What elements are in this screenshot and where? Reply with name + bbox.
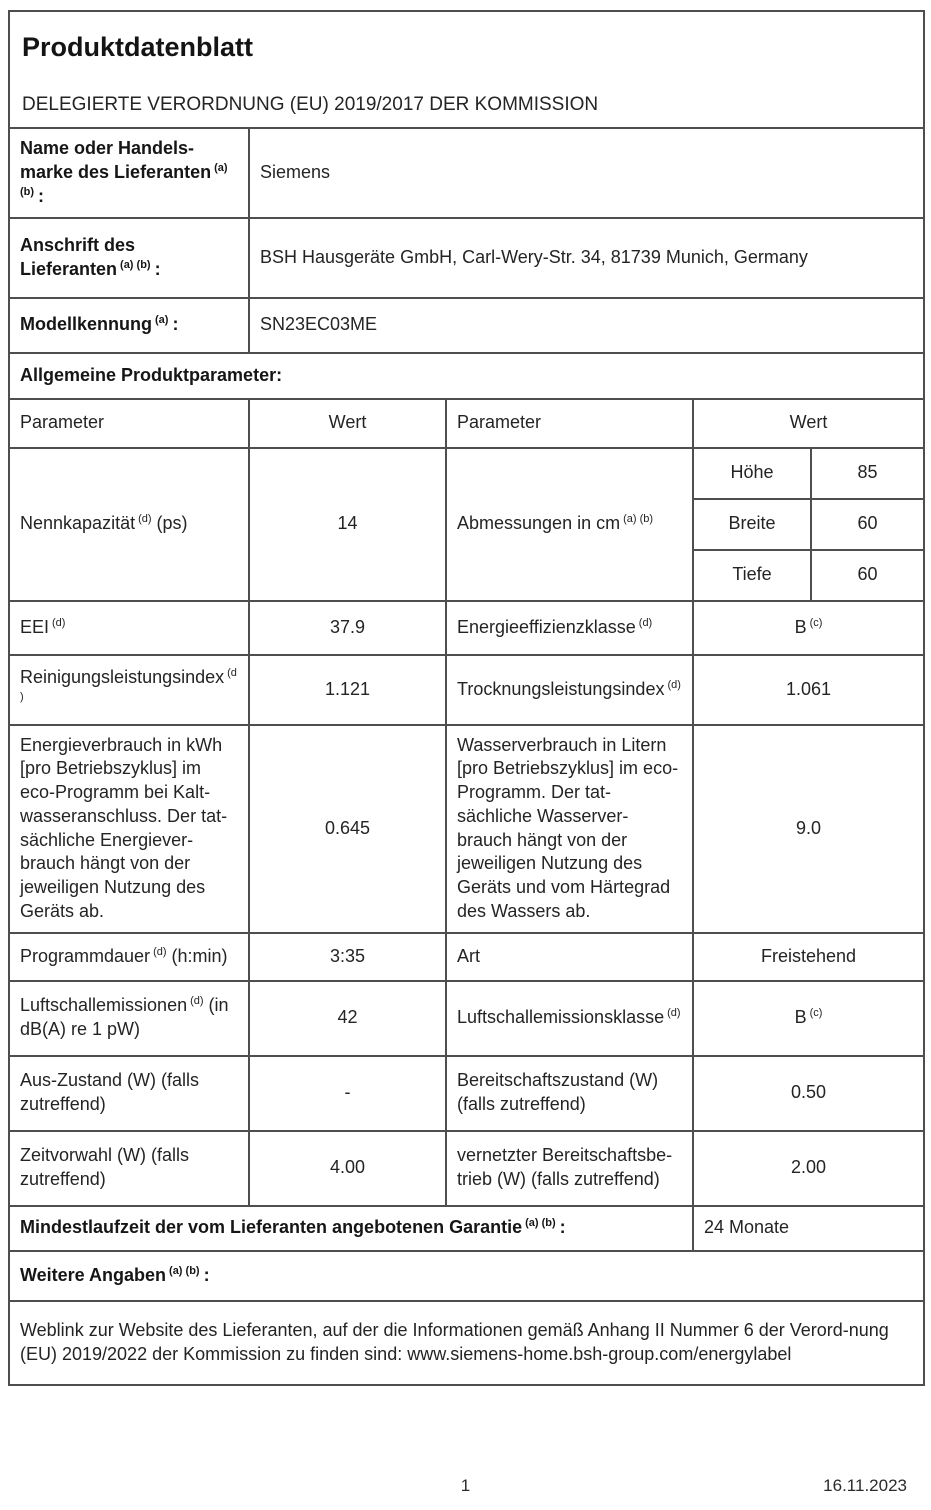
noise-label: Luftschallemissionen (d) (in dB(A) re 1 pW… bbox=[8, 979, 250, 1057]
dimension-value: 60 bbox=[809, 497, 926, 551]
water-consumption-label: Wasserverbrauch in Litern [pro Betriebsz… bbox=[445, 723, 694, 934]
model-id-value: SN23EC03ME bbox=[247, 296, 926, 354]
footnote-ref: (d) bbox=[667, 1007, 681, 1020]
footnote-ref: (c) bbox=[809, 1007, 823, 1020]
footnote-ref: (d) bbox=[190, 995, 204, 1008]
footnote-ref: (d) bbox=[20, 666, 237, 703]
capacity-value: 14 bbox=[248, 446, 447, 602]
dimension-name: Breite bbox=[692, 497, 812, 551]
page-footer: 1 16.11.2023 bbox=[8, 1476, 923, 1496]
page-title: Produktdatenblatt bbox=[22, 32, 254, 62]
energy-class-label: Energieeffizienzklasse (d) bbox=[445, 599, 694, 656]
footnote-ref: (a) (b) bbox=[120, 258, 151, 271]
footnote-ref: (d) bbox=[138, 513, 152, 526]
weblink-text: Weblink zur Website des Lieferanten, auf… bbox=[7, 1299, 926, 1386]
noise-value: 42 bbox=[248, 979, 447, 1057]
eei-label: EEI (d) bbox=[8, 599, 250, 656]
type-label: Art bbox=[445, 931, 694, 982]
dimension-name: Höhe bbox=[692, 446, 812, 500]
program-duration-value: 3:35 bbox=[248, 931, 447, 982]
section-title: Allgemeine Produktparameter: bbox=[7, 351, 926, 400]
program-duration-label: Programmdauer (d) (h:min) bbox=[8, 931, 250, 982]
cleaning-index-value: 1.121 bbox=[248, 653, 447, 726]
footnote-ref: (a) bbox=[155, 314, 169, 327]
footnote-ref: (a) (b) bbox=[169, 1264, 200, 1277]
networked-standby-value: 2.00 bbox=[691, 1129, 926, 1207]
capacity-label: Nennkapazität (d) (ps) bbox=[8, 446, 250, 602]
model-id-label: Modellkennung (a): bbox=[8, 296, 250, 354]
supplier-address-value: BSH Hausgeräte GmbH, Carl-Wery-Str. 34, … bbox=[247, 216, 926, 299]
footnote-ref: (d) bbox=[153, 945, 167, 958]
regulation-subtitle: DELEGIERTE VERORDNUNG (EU) 2019/2017 DER… bbox=[22, 93, 599, 115]
off-mode-value: - bbox=[248, 1054, 447, 1132]
page-number: 1 bbox=[460, 1476, 471, 1495]
drying-index-value: 1.061 bbox=[691, 653, 926, 726]
eei-value: 37.9 bbox=[248, 599, 447, 656]
dimensions-label: Abmessungen in cm (a) (b) bbox=[445, 446, 694, 602]
off-mode-label: Aus-Zustand (W) (falls zutreffend) bbox=[8, 1054, 250, 1132]
footnote-ref: (d) bbox=[638, 616, 653, 629]
energy-class-value: B (c) bbox=[691, 599, 926, 656]
footnote-ref: (a) (b) bbox=[20, 161, 228, 198]
title-block: Produktdatenblatt DELEGIERTE VERORDNUNG … bbox=[7, 10, 926, 129]
networked-standby-label: vernetzter Bereitschaftsbe-trieb (W) (fa… bbox=[445, 1129, 694, 1207]
footnote-ref: (d) bbox=[667, 678, 681, 691]
energy-consumption-label: Energieverbrauch in kWh [pro Betriebszyk… bbox=[8, 723, 250, 934]
warranty-label: Mindestlaufzeit der vom Lieferanten ange… bbox=[8, 1204, 694, 1252]
delay-start-label: Zeitvorwahl (W) (falls zutreffend) bbox=[8, 1129, 250, 1207]
noise-class-label: Luftschallemissionsklasse (d) bbox=[445, 979, 694, 1057]
footnote-ref: (a) (b) bbox=[623, 513, 654, 526]
standby-label: Bereitschaftszustand (W) (falls zutreffe… bbox=[445, 1054, 694, 1132]
product-datasheet: Produktdatenblatt DELEGIERTE VERORDNUNG … bbox=[0, 10, 931, 1510]
dimension-value: 60 bbox=[809, 548, 926, 602]
col-header-parameter-left: Parameter bbox=[8, 397, 250, 449]
delay-start-value: 4.00 bbox=[248, 1129, 447, 1207]
water-consumption-value: 9.0 bbox=[691, 723, 926, 934]
col-header-parameter-right: Parameter bbox=[445, 397, 694, 449]
additional-info-label: Weitere Angaben (a) (b): bbox=[7, 1249, 926, 1302]
type-value: Freistehend bbox=[691, 931, 926, 982]
footnote-ref: (c) bbox=[809, 616, 823, 629]
col-header-wert-right: Wert bbox=[691, 397, 926, 449]
dimension-name: Tiefe bbox=[692, 548, 812, 602]
cleaning-index-label: Reinigungsleistungsindex (d) bbox=[8, 653, 250, 726]
standby-value: 0.50 bbox=[691, 1054, 926, 1132]
supplier-address-label: Anschrift des Lieferanten (a) (b): bbox=[8, 216, 250, 299]
warranty-value: 24 Monate bbox=[691, 1204, 926, 1252]
footnote-ref: (a) (b) bbox=[525, 1217, 556, 1230]
dimension-value: 85 bbox=[809, 446, 926, 500]
footnote-ref: (d) bbox=[52, 616, 66, 629]
col-header-wert-left: Wert bbox=[248, 397, 447, 449]
drying-index-label: Trocknungsleistungsindex (d) bbox=[445, 653, 694, 726]
supplier-name-label: Name oder Handels-marke des Lieferanten(… bbox=[8, 126, 250, 219]
footer-date: 16.11.2023 bbox=[823, 1476, 907, 1495]
noise-class-value: B (c) bbox=[691, 979, 926, 1057]
supplier-name-value: Siemens bbox=[247, 126, 926, 219]
energy-consumption-value: 0.645 bbox=[248, 723, 447, 934]
datasheet-table: Produktdatenblatt DELEGIERTE VERORDNUNG … bbox=[7, 10, 926, 1386]
